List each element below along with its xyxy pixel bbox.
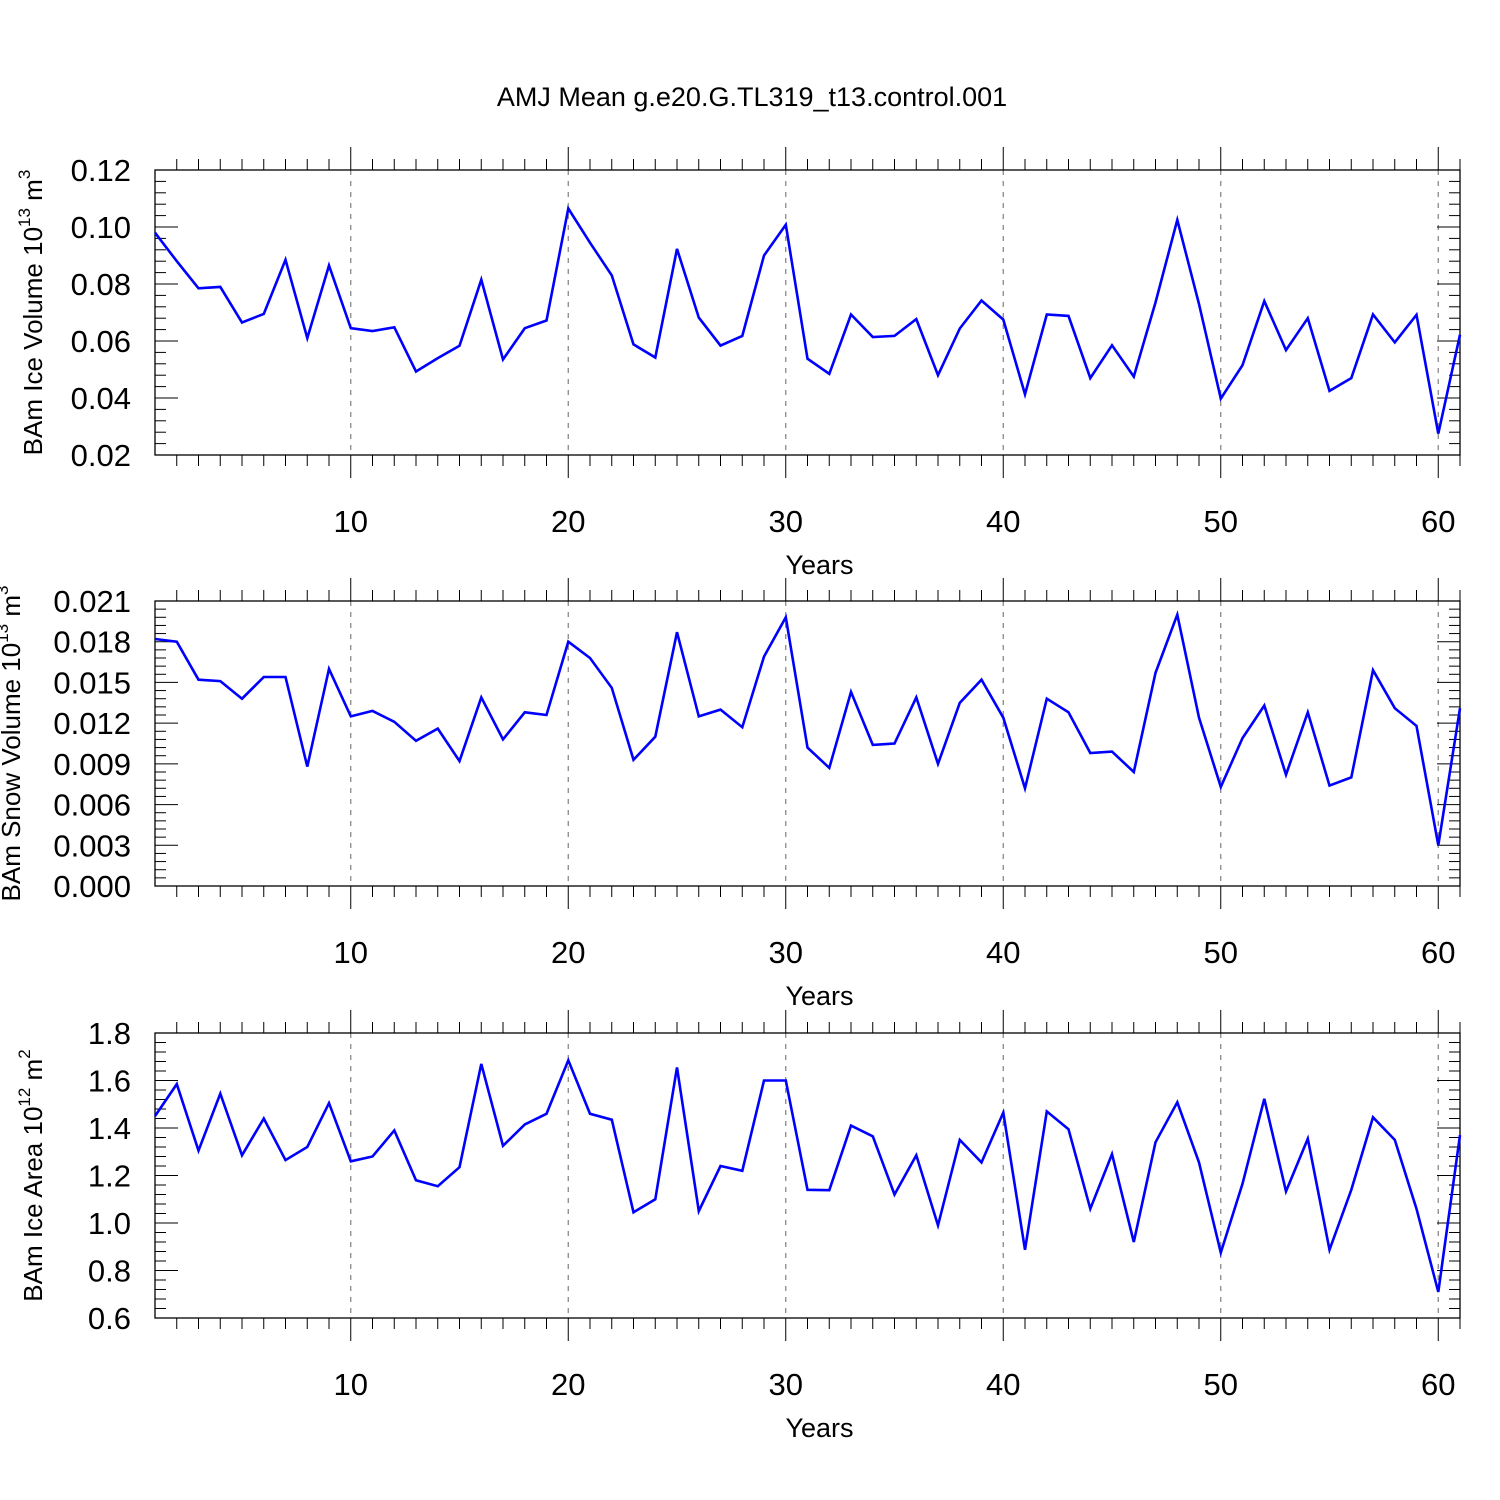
x-tick-label: 50 [1204, 504, 1238, 539]
y-tick-label: 0.04 [71, 381, 131, 416]
x-tick-label: 10 [334, 504, 368, 539]
y-tick-label: 0.012 [53, 706, 131, 741]
series-line [154, 609, 1462, 846]
x-tick-label: 60 [1421, 935, 1455, 970]
x-tick-label: 30 [769, 504, 803, 539]
y-axis-label: BAm Ice Volume 1013 m3 [15, 170, 48, 456]
chart-panel-1: 10 20 30 40 50 60 Years 0.02 0.04 0.06 0.08 0.10 0.1… [15, 147, 1462, 580]
x-tick-label: 20 [551, 504, 585, 539]
y-tick-label: 0.6 [88, 1301, 131, 1336]
series-line [153, 205, 1462, 434]
x-axis-label: Years [785, 981, 853, 1011]
x-tick-label: 40 [986, 504, 1020, 539]
x-tick-label: 20 [551, 1367, 585, 1402]
y-tick-label: 0.009 [53, 747, 131, 782]
y-tick-label: 1.6 [88, 1064, 131, 1099]
chart-panel-2: 10 20 30 40 50 60 Years 0.000 0.003 0.006 0.009 0.0… [0, 578, 1462, 1011]
x-tick-label: 50 [1204, 1367, 1238, 1402]
x-tick-label: 10 [334, 935, 368, 970]
y-tick-label: 0.000 [53, 869, 131, 904]
y-tick-label: 0.10 [71, 210, 131, 245]
y-tick-label: 1.4 [88, 1111, 131, 1146]
series-line [153, 1056, 1462, 1293]
x-tick-label: 30 [769, 1367, 803, 1402]
y-tick-label: 0.021 [53, 584, 131, 619]
x-tick-label: 50 [1204, 935, 1238, 970]
y-tick-label: 0.06 [71, 324, 131, 359]
y-tick-label: 0.12 [71, 153, 131, 188]
chart-panels: 10 20 30 40 50 60 Years 0.02 0.04 0.06 0.08 0.10 0.1… [0, 147, 1462, 1443]
x-tick-label: 30 [769, 935, 803, 970]
x-tick-label: 10 [334, 1367, 368, 1402]
chart-title: AMJ Mean g.e20.G.TL319_t13.control.001 [497, 82, 1007, 112]
y-tick-label: 0.02 [71, 438, 131, 473]
y-tick-label: 1.2 [88, 1159, 131, 1194]
x-tick-label: 60 [1421, 504, 1455, 539]
y-tick-label: 0.003 [53, 828, 131, 863]
y-axis-label: BAm Ice Area 1012 m2 [15, 1049, 48, 1301]
y-tick-label: 0.08 [71, 267, 131, 302]
y-tick-label: 0.8 [88, 1254, 131, 1289]
y-tick-label: 1.8 [88, 1016, 131, 1051]
x-tick-label: 20 [551, 935, 585, 970]
y-tick-label: 0.015 [53, 665, 131, 700]
y-axis-label: BAm Snow Volume 1013 m3 [0, 586, 26, 902]
x-tick-label: 40 [986, 1367, 1020, 1402]
x-tick-label: 40 [986, 935, 1020, 970]
x-axis-label: Years [785, 1413, 853, 1443]
y-tick-label: 0.006 [53, 788, 131, 823]
y-tick-label: 0.018 [53, 625, 131, 660]
y-tick-label: 1.0 [88, 1206, 131, 1241]
x-tick-label: 60 [1421, 1367, 1455, 1402]
chart-panel-3: 10 20 30 40 50 60 Years 0.6 0.8 1.0 1.2 1.4 1.6 1.8 BA… [15, 1010, 1462, 1443]
x-axis-label: Years [785, 550, 853, 580]
